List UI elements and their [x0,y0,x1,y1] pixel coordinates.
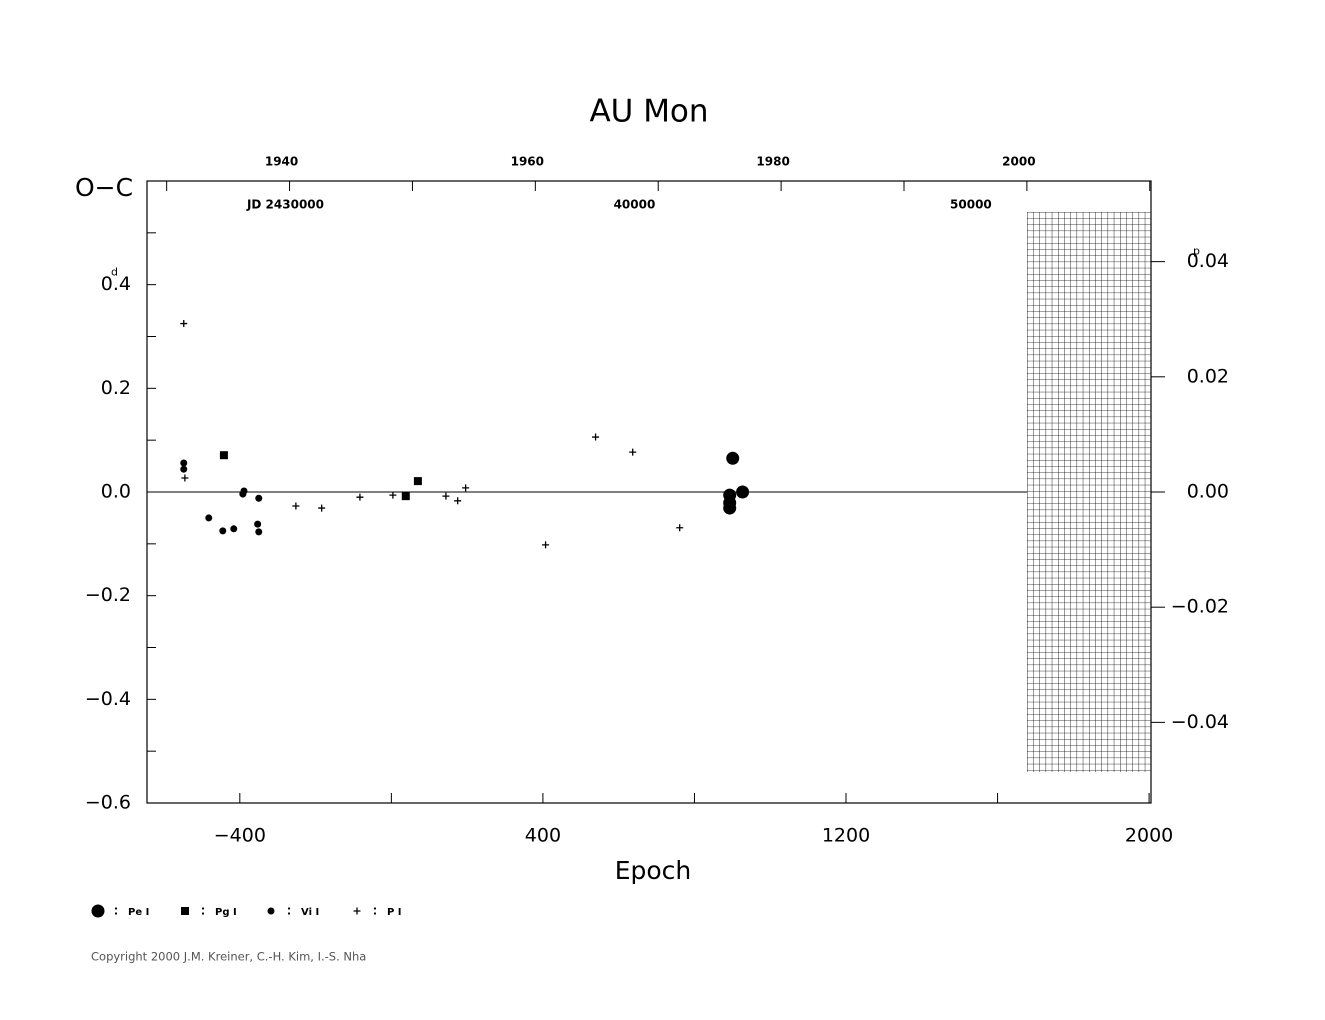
point [205,514,213,522]
x-tick-label: 1200 [822,825,870,847]
y2-tick-label: 0.00 [1187,481,1229,503]
y-axis-label: O−C [75,173,133,202]
point [318,504,326,512]
point [181,474,189,482]
x-tick-label: −400 [214,825,266,847]
copyright: Copyright 2000 J.M. Kreiner, C.-H. Kim, … [91,950,366,964]
y-unit: d [111,266,118,279]
point [180,459,188,467]
point [723,501,737,515]
point [180,465,188,473]
legend-marker [267,907,275,915]
legend-marker [181,907,189,915]
point [239,490,247,498]
point [401,492,410,501]
legend-label: P I [387,907,402,918]
legend-colon [287,907,291,910]
y2-tick-label: −0.04 [1171,711,1229,733]
y2-tick-label: 0.02 [1187,365,1229,387]
point [676,524,684,532]
x-tick-label: 400 [525,825,561,847]
legend-colon [114,912,118,915]
year-tick-label: 1960 [511,155,544,169]
chart-title: AU Mon [589,94,708,130]
legend-colon [201,907,205,910]
year-tick-label: 1980 [756,155,789,169]
legend-colon [373,912,377,915]
jd-tick-label: 40000 [614,198,656,212]
y2-tick-label: 0.04 [1187,250,1229,272]
x-axis-label: Epoch [615,856,692,885]
year-tick-label: 2000 [1002,155,1035,169]
point [255,494,263,502]
point [462,484,470,492]
y-tick-label: 0.4 [101,273,131,295]
legend-label: Pg I [215,907,237,918]
hatched-region [1027,212,1151,772]
y-tick-label: −0.2 [85,584,131,606]
x-tick-label: 2000 [1125,825,1173,847]
legend-label: Vi I [301,907,319,918]
year-tick-label: 1940 [265,155,298,169]
legend-colon [201,912,205,915]
point [230,525,238,533]
y2-tick-label: −0.02 [1171,596,1229,618]
point [356,493,364,501]
jd-tick-label: JD 2430000 [246,198,324,212]
point [542,541,550,549]
point [454,497,462,505]
legend-label: Pe I [128,907,149,918]
point [254,520,262,528]
jd-tick-label: 50000 [950,198,992,212]
y-tick-label: 0.0 [101,481,131,503]
y-tick-label: −0.6 [85,792,131,814]
point [736,485,750,499]
legend-marker [91,904,105,918]
point [413,477,422,486]
point [219,451,228,460]
legend-colon [287,912,291,915]
legend-colon [373,907,377,910]
point [592,433,600,441]
point [219,527,227,535]
point [629,448,637,456]
y-tick-label: 0.2 [101,377,131,399]
y-tick-label: −0.4 [85,688,131,710]
point [726,451,740,465]
point [255,528,263,536]
legend-colon [114,907,118,910]
point [389,491,397,499]
y2-unit: p [1193,245,1200,258]
point [180,320,188,328]
point [292,502,300,510]
point [442,492,450,500]
legend-marker [353,907,361,915]
